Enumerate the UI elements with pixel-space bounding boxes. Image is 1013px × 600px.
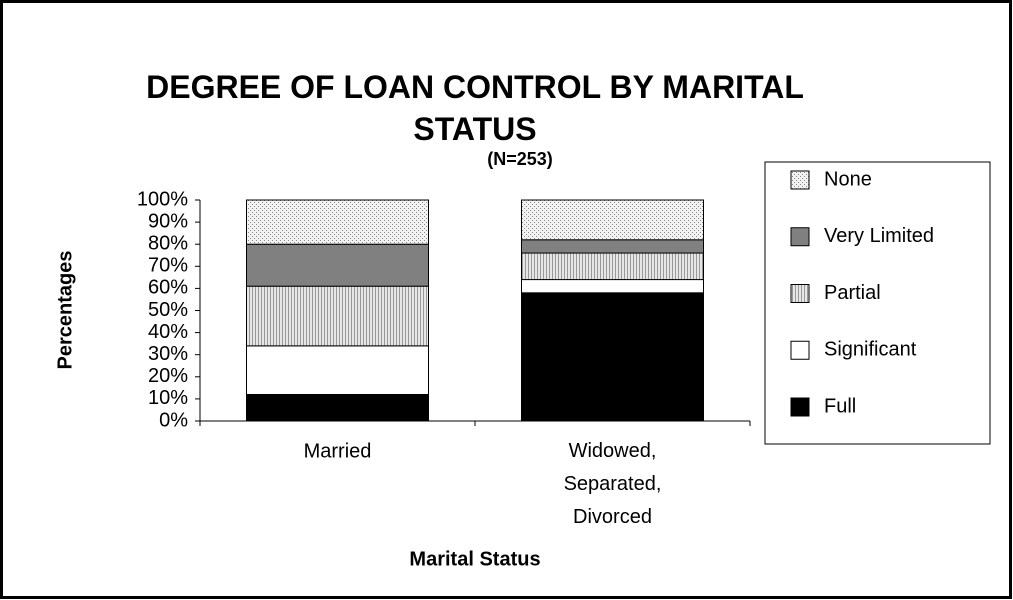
y-axis-label: Percentages: [54, 251, 76, 370]
legend-label: Partial: [824, 282, 881, 304]
y-tick-label: 70%: [148, 255, 188, 277]
bar-segment: [521, 279, 704, 294]
y-tick-label: 90%: [148, 210, 188, 232]
chart-title: DEGREE OF LOAN CONTROL BY MARITAL STATUS: [146, 69, 804, 147]
x-tick-label: Widowed, Separated, Divorced: [564, 440, 662, 528]
legend-swatch: [790, 227, 810, 247]
bar-segment: [246, 285, 429, 347]
y-tick-label: 10%: [148, 387, 188, 409]
y-tick-label: 60%: [148, 277, 188, 299]
bar-segment: [246, 243, 429, 287]
bar-segment: [521, 239, 704, 254]
legend-swatch: [790, 397, 810, 417]
x-axis-label: Marital Status: [409, 548, 540, 570]
bar-segment: [246, 393, 429, 422]
y-tick-label: 0%: [159, 409, 188, 431]
bar-segment: [521, 292, 704, 422]
y-tick-label: 50%: [148, 299, 188, 321]
legend-swatch: [790, 170, 810, 190]
bar-segment: [521, 252, 704, 281]
bar-segment: [521, 199, 704, 241]
legend-label: Full: [824, 395, 856, 417]
legend-swatch: [790, 340, 810, 360]
bar-segment: [246, 345, 429, 395]
legend-swatch: [790, 284, 810, 303]
chart-subtitle: (N=253): [487, 149, 553, 169]
bar-segment: [246, 199, 429, 245]
y-tick-label: 40%: [148, 321, 188, 343]
x-tick-label: Married: [304, 440, 372, 462]
y-tick-label: 20%: [148, 365, 188, 387]
legend-label: None: [824, 168, 872, 190]
legend-label: Significant: [824, 339, 917, 361]
y-tick-label: 100%: [137, 188, 188, 210]
y-tick-label: 30%: [148, 343, 188, 365]
y-tick-label: 80%: [148, 232, 188, 254]
legend-label: Very Limited: [824, 225, 934, 247]
